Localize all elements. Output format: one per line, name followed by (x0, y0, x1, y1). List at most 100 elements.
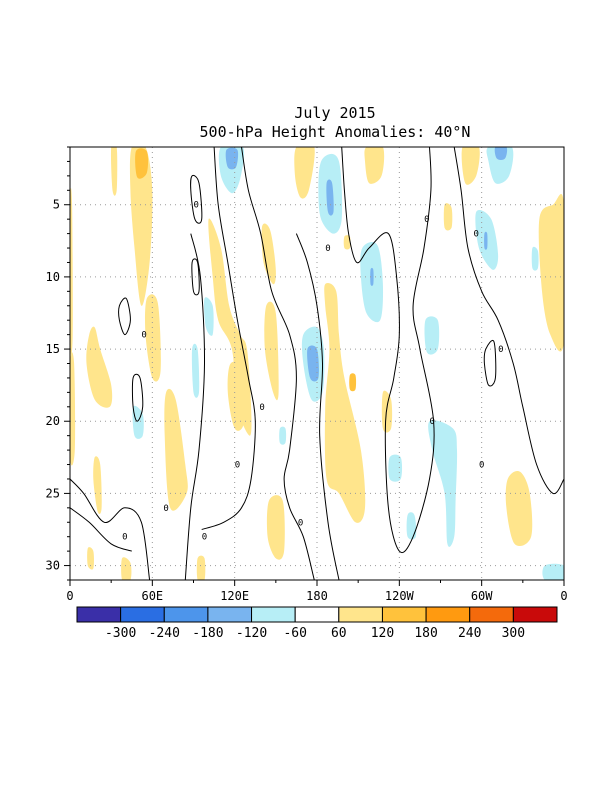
negative-anomaly-region-34 (370, 267, 374, 286)
colorbar-swatch-5 (294, 606, 340, 623)
zero-contour-closed-1 (131, 373, 144, 422)
contour-label-13: 0 (202, 533, 207, 543)
x-tick-label-3: 180 (306, 589, 328, 603)
contour-label-10: 0 (479, 461, 484, 471)
colorbar-label-8: 240 (458, 626, 481, 641)
positive-anomaly-region-26 (87, 547, 94, 570)
contour-label-4: 0 (473, 230, 478, 240)
chart-title: July 2015 (294, 104, 375, 122)
positive-anomaly-region-0 (129, 147, 153, 306)
colorbar-label-3: -120 (236, 626, 267, 641)
negative-anomaly-region-42 (424, 316, 440, 355)
positive-anomaly-region-5 (86, 326, 113, 408)
colorbar-swatch-2 (163, 606, 209, 623)
y-tick-label-1: 10 (46, 270, 60, 284)
negative-anomaly-region-30 (326, 179, 334, 216)
positive-anomaly-region-17 (364, 147, 385, 184)
zero-contour-7 (184, 233, 206, 580)
negative-anomaly-region-32 (307, 345, 319, 382)
y-tick-label-0: 5 (53, 198, 60, 212)
colorbar-label-2: -180 (192, 626, 223, 641)
negative-anomaly-region-44 (428, 420, 458, 547)
x-axis: 0 60E 120E 180 120W 60W 0 (66, 580, 568, 603)
chart-subtitle: 500-hPa Height Anomalies: 40°N (200, 123, 471, 141)
negative-anomaly-region-46 (279, 426, 287, 445)
negative-anomaly-region-47 (542, 563, 564, 580)
zero-contour-3 (341, 147, 435, 554)
colorbar-swatch-1 (120, 606, 165, 623)
contour-label-7: 0 (163, 504, 168, 514)
positive-anomaly-region-6 (144, 294, 161, 382)
anomaly-fill-layer (70, 147, 564, 580)
positive-anomaly-region-1 (135, 148, 149, 179)
y-tick-label-3: 20 (46, 414, 60, 428)
positive-anomaly-region-12 (264, 301, 279, 401)
positive-anomaly-region-18 (266, 495, 285, 560)
positive-anomaly-region-4 (70, 352, 76, 466)
colorbar-swatch-0 (76, 606, 122, 623)
colorbar-label-4: -60 (283, 626, 306, 641)
colorbar: -300 -240 -180 -120 -60 60 120 180 240 300 (76, 606, 558, 641)
colorbar-swatch-9 (469, 606, 514, 623)
contour-label-3: 0 (424, 215, 429, 225)
y-tick-label-2: 15 (46, 342, 60, 356)
positive-anomaly-region-14 (324, 283, 366, 523)
negative-anomaly-region-40 (191, 343, 200, 398)
positive-anomaly-region-25 (121, 557, 132, 580)
x-tick-label-1: 60E (141, 589, 163, 603)
contour-label-6: 0 (235, 461, 240, 471)
positive-anomaly-region-13 (294, 147, 315, 199)
colorbar-label-1: -240 (149, 626, 180, 641)
positive-anomaly-region-15 (349, 373, 357, 392)
zero-contour-closed-3 (191, 258, 200, 296)
negative-anomaly-region-45 (406, 512, 417, 540)
x-tick-label-6: 0 (560, 589, 567, 603)
x-tick-label-5: 60W (471, 589, 493, 603)
contour-label-12: 0 (298, 518, 303, 528)
contour-label-11: 0 (498, 345, 503, 355)
negative-anomaly-region-43 (388, 454, 403, 482)
colorbar-swatch-6 (338, 606, 383, 623)
colorbar-label-5: 60 (331, 626, 347, 641)
contour-label-layer: 0 0 0 0 0 0 0 0 0 0 0 0 0 0 (122, 201, 503, 543)
y-axis: 5 10 15 20 25 30 (46, 146, 70, 581)
colorbar-label-9: 300 (502, 626, 525, 641)
positive-anomaly-region-22 (538, 194, 564, 352)
positive-anomaly-region-11 (227, 361, 246, 431)
positive-anomaly-region-23 (505, 471, 533, 547)
positive-anomaly-region-20 (461, 147, 480, 185)
positive-anomaly-region-19 (381, 390, 393, 433)
colorbar-label-6: 120 (371, 626, 394, 641)
colorbar-swatch-8 (425, 606, 471, 623)
positive-anomaly-region-21 (443, 203, 453, 231)
contour-label-9: 0 (430, 417, 435, 427)
negative-anomaly-region-37 (486, 147, 514, 184)
positive-anomaly-region-24 (196, 555, 206, 580)
zero-contour-1 (241, 147, 315, 580)
x-tick-label-2: 120E (220, 589, 249, 603)
zero-contour-4 (453, 147, 564, 495)
contour-label-5: 0 (259, 403, 264, 413)
contour-label-2: 0 (325, 244, 330, 254)
zero-contour-2 (295, 233, 340, 580)
zero-contour-layer (70, 147, 564, 580)
contour-label-1: 0 (194, 201, 199, 211)
positive-anomaly-region-10 (261, 223, 276, 285)
positive-anomaly-region-7 (164, 388, 188, 511)
positive-anomaly-region-16 (343, 235, 351, 250)
zero-contour-closed-0 (118, 297, 131, 336)
negative-anomaly-region-36 (484, 231, 488, 250)
positive-anomaly-region-3 (70, 188, 73, 356)
zero-contour-6 (70, 507, 132, 552)
plot-area: 0 0 0 0 0 0 0 0 0 0 0 0 0 0 (69, 146, 565, 581)
contour-label-0: 0 (141, 331, 146, 341)
colorbar-swatch-7 (381, 606, 427, 623)
y-tick-label-4: 25 (46, 486, 60, 500)
y-tick-label-5: 30 (46, 559, 60, 573)
zero-contour-5 (70, 478, 151, 580)
negative-anomaly-region-38 (494, 147, 508, 160)
grid-layer (70, 147, 564, 580)
colorbar-swatch-4 (251, 606, 296, 623)
zero-contour-closed-4 (483, 339, 497, 387)
